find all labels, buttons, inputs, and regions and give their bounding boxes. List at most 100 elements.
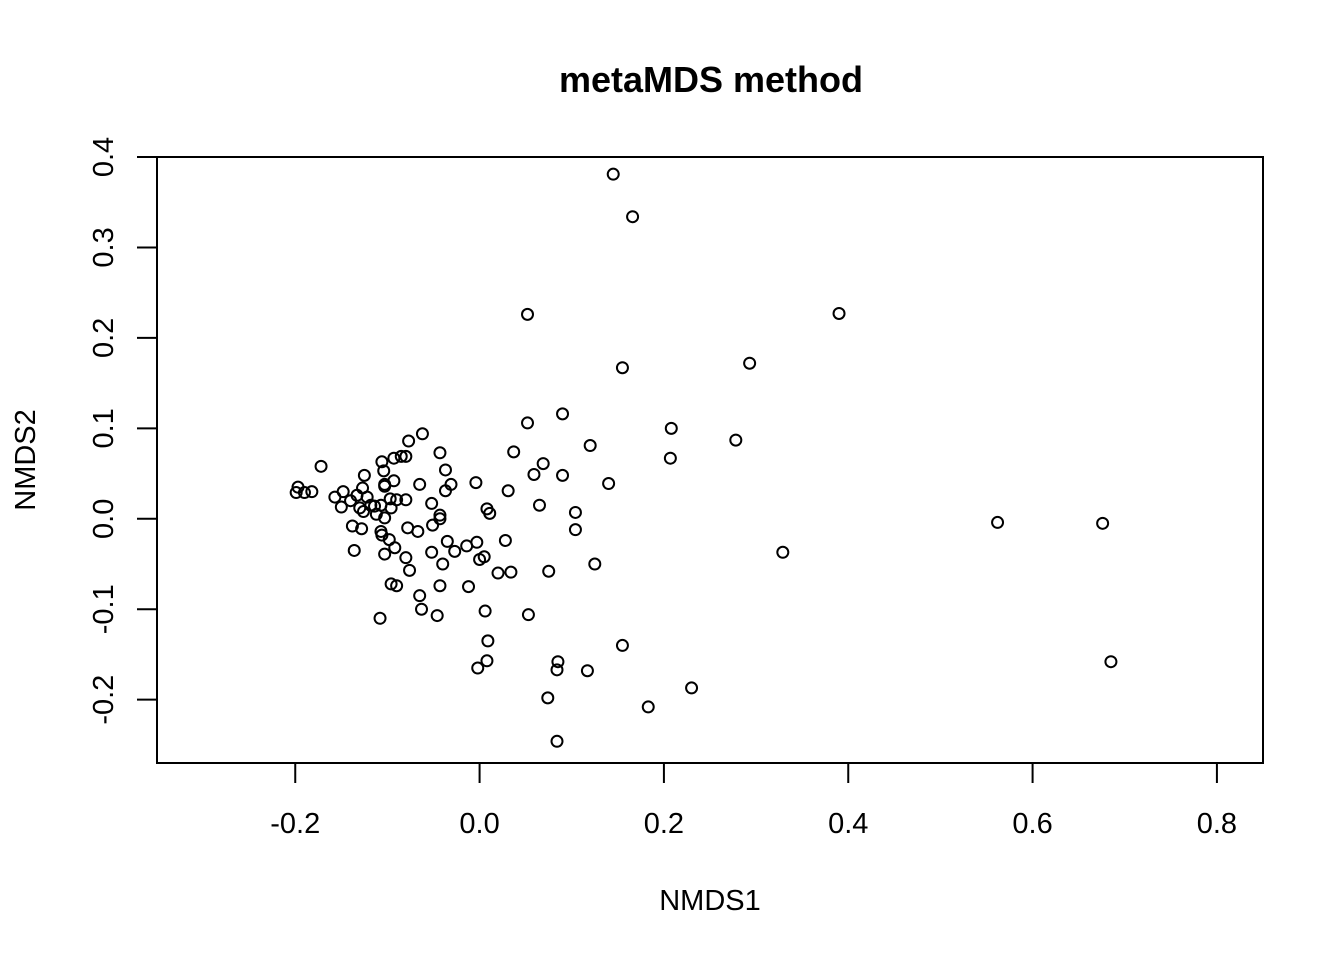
data-point (314, 459, 328, 473)
data-point (425, 545, 439, 559)
data-point (743, 356, 757, 370)
data-point (411, 524, 425, 538)
y-axis-label: NMDS2 (10, 409, 42, 511)
data-point (664, 421, 678, 435)
data-point (399, 449, 413, 463)
x-tick-label: -0.2 (270, 808, 320, 840)
data-point (542, 564, 556, 578)
data-point (444, 477, 458, 491)
data-point (1096, 516, 1110, 530)
y-tick-label: 0.3 (88, 227, 120, 267)
data-point (462, 580, 476, 594)
x-tick-label: 0.6 (1012, 808, 1052, 840)
data-point (460, 539, 474, 553)
x-tick-label: 0.8 (1197, 808, 1237, 840)
data-point (527, 467, 541, 481)
data-point (373, 611, 387, 625)
x-axis-label: NMDS1 (659, 885, 761, 917)
data-point (369, 507, 383, 521)
data-point (580, 664, 594, 678)
data-point (615, 361, 629, 375)
data-point (390, 579, 404, 593)
data-point (521, 307, 535, 321)
data-point (448, 544, 462, 558)
data-point (501, 484, 515, 498)
data-point (615, 638, 629, 652)
data-point (991, 515, 1005, 529)
data-point (378, 479, 392, 493)
data-point (433, 579, 447, 593)
data-point (344, 494, 358, 508)
data-point (832, 306, 846, 320)
data-point (378, 547, 392, 561)
data-point (375, 455, 389, 469)
data-point (399, 493, 413, 507)
data-point (556, 468, 570, 482)
data-point (387, 474, 401, 488)
x-tick-label: 0.0 (459, 808, 499, 840)
data-point (377, 464, 391, 478)
data-point (425, 496, 439, 510)
data-point (334, 500, 348, 514)
data-point (433, 446, 447, 460)
data-point (583, 439, 597, 453)
x-tick-label: 0.2 (644, 808, 684, 840)
data-point (776, 545, 790, 559)
y-tick-label: -0.1 (88, 584, 120, 634)
data-point (356, 505, 370, 519)
data-point (471, 661, 485, 675)
plot-frame (156, 156, 1264, 764)
data-point (289, 486, 303, 500)
data-points (289, 167, 1118, 748)
data-point (536, 457, 550, 471)
data-point (550, 663, 564, 677)
data-point (556, 407, 570, 421)
data-point (402, 434, 416, 448)
data-point (541, 691, 555, 705)
x-tick-label: 0.4 (828, 808, 868, 840)
data-point (430, 609, 444, 623)
data-point (481, 634, 495, 648)
data-point (440, 534, 454, 548)
data-point (436, 557, 450, 571)
y-axis: -0.2 -0.1 0.0 0.1 0.2 0.3 0.4 (88, 137, 158, 725)
y-tick-label: 0.1 (88, 408, 120, 448)
data-point (384, 501, 398, 515)
data-point (568, 523, 582, 537)
data-point (360, 490, 374, 504)
data-point (426, 518, 440, 532)
data-point (403, 563, 417, 577)
data-point (521, 608, 535, 622)
data-point (469, 476, 483, 490)
data-point (384, 577, 398, 591)
data-point (588, 557, 602, 571)
y-tick-label: -0.2 (88, 675, 120, 725)
y-tick-label: 0.2 (88, 318, 120, 358)
data-point (602, 477, 616, 491)
data-point (521, 416, 535, 430)
data-point (433, 512, 447, 526)
data-point (626, 210, 640, 224)
data-point (387, 451, 401, 465)
data-point (438, 463, 452, 477)
data-point (550, 734, 564, 748)
data-point (399, 551, 413, 565)
data-point (353, 501, 367, 515)
data-point (291, 480, 305, 494)
data-point (328, 490, 342, 504)
data-point (1104, 655, 1118, 669)
y-tick-label: 0.0 (88, 499, 120, 539)
data-point (483, 506, 497, 520)
data-point (415, 602, 429, 616)
data-point (394, 449, 408, 463)
data-point (478, 604, 492, 618)
x-axis: -0.2 0.0 0.2 0.4 0.6 0.8 (270, 762, 1237, 840)
data-point (504, 565, 518, 579)
data-point (532, 498, 546, 512)
data-point (729, 433, 743, 447)
data-point (383, 492, 397, 506)
data-point (305, 485, 319, 499)
data-point (606, 167, 620, 181)
data-point (480, 654, 494, 668)
